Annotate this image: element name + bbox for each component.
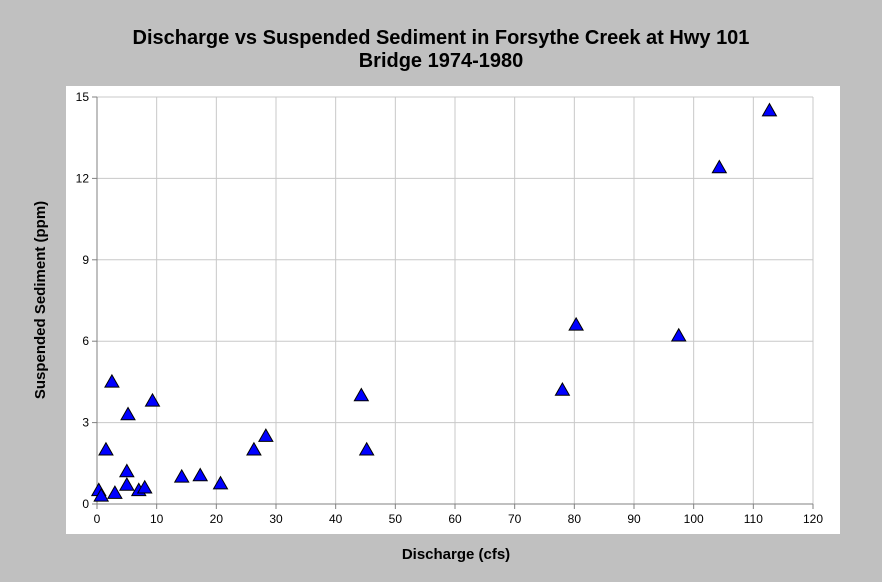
data-point-triangle <box>93 487 110 502</box>
chart-title-line-2: Bridge 1974-1980 <box>359 50 524 72</box>
x-tick-label: 120 <box>803 512 823 526</box>
x-tick-label: 50 <box>389 512 403 526</box>
data-point-triangle <box>118 463 135 478</box>
x-tick-label: 40 <box>329 512 343 526</box>
data-point-triangle <box>104 373 120 388</box>
x-tick-label: 30 <box>269 512 283 526</box>
x-tick-label: 60 <box>448 512 462 526</box>
axes: 0 10 20 30 40 50 60 70 80 90 100 110 120 0 3 6 9 12 15 <box>76 90 824 526</box>
x-tick-label: 70 <box>508 512 522 526</box>
x-tick-label: 100 <box>684 512 704 526</box>
x-tick-label: 90 <box>627 512 641 526</box>
x-tick-label: 10 <box>150 512 164 526</box>
data-point-triangle <box>761 102 778 117</box>
data-point-triangle <box>711 159 728 174</box>
y-tick-label: 6 <box>82 334 89 348</box>
data-point-triangle <box>120 406 136 421</box>
data-point-triangle <box>192 467 209 482</box>
y-tick-label: 0 <box>82 497 89 511</box>
data-point-triangle <box>358 441 375 456</box>
y-tick-label: 15 <box>76 90 90 104</box>
data-points <box>90 102 778 502</box>
data-point-triangle <box>246 441 262 456</box>
data-point-triangle <box>118 476 135 491</box>
data-point-triangle <box>568 316 584 331</box>
y-tick-label: 12 <box>76 171 90 185</box>
data-point-triangle <box>173 468 190 483</box>
y-tick-label: 3 <box>82 416 89 430</box>
data-point-triangle <box>98 441 114 456</box>
grid <box>97 96 814 504</box>
x-tick-label: 20 <box>210 512 224 526</box>
x-tick-label: 110 <box>744 512 763 526</box>
data-point-triangle <box>212 475 229 490</box>
y-axis-label: Suspended Sediment (ppm) <box>32 201 49 399</box>
data-point-triangle <box>554 382 571 396</box>
plot-panel <box>66 86 840 534</box>
x-axis-label: Discharge (cfs) <box>402 546 510 563</box>
data-point-triangle <box>257 428 274 442</box>
data-point-triangle <box>107 485 123 499</box>
y-tick-label: 9 <box>82 253 89 267</box>
x-tick-label: 80 <box>568 512 582 526</box>
data-point-triangle <box>670 327 687 342</box>
data-point-triangle <box>136 479 153 494</box>
data-point-triangle <box>353 387 370 402</box>
x-tick-label: 0 <box>94 512 101 526</box>
data-point-triangle <box>144 392 161 407</box>
chart-title-line-1: Discharge vs Suspended Sediment in Forsy… <box>133 27 750 49</box>
